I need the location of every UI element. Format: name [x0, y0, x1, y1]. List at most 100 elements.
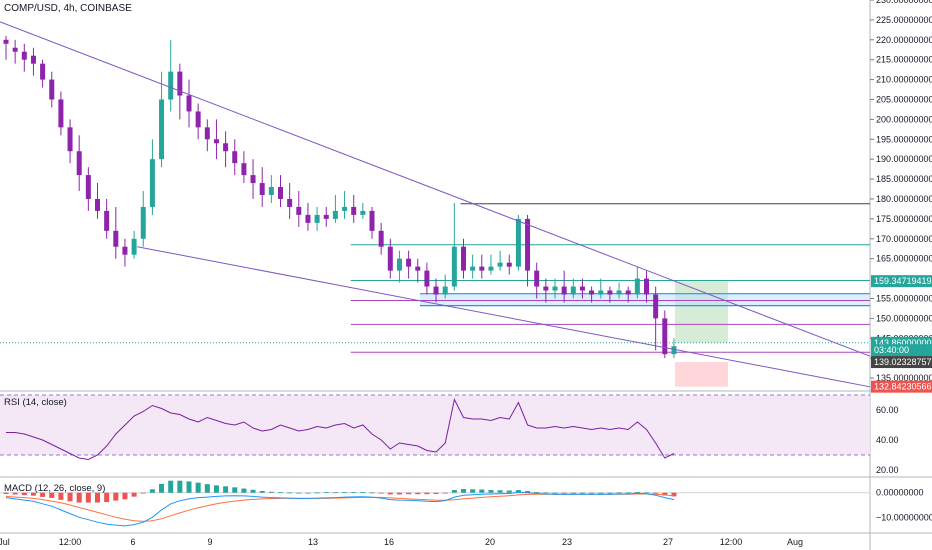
- macd-histogram-bar: [85, 492, 91, 503]
- candle-body: [644, 278, 649, 295]
- time-axis: Jul 12:00 6 9 13 16 20 23 27 12:00 Aug: [0, 537, 803, 547]
- macd-histogram-bar: [497, 490, 503, 493]
- price-tick-label: 165.00000000: [876, 254, 932, 264]
- macd-histogram-bar: [21, 492, 27, 496]
- candle-body: [515, 218, 521, 267]
- macd-histogram-bar: [131, 492, 137, 497]
- price-tag: [871, 275, 932, 288]
- position-zones: [0, 281, 870, 387]
- macd-histogram-bar: [95, 492, 100, 503]
- macd-histogram-bar: [213, 485, 219, 493]
- candle-body: [406, 258, 412, 267]
- candle-body: [95, 198, 100, 211]
- macd-histogram-bar: [49, 492, 55, 498]
- macd-histogram-bar: [662, 492, 668, 496]
- range-band: [420, 293, 870, 306]
- time-tick-label: 6: [130, 537, 135, 547]
- macd-histogram-bar: [378, 492, 384, 494]
- macd-histogram-bar: [140, 492, 146, 494]
- candle-body: [149, 159, 155, 207]
- candle-body: [213, 139, 219, 144]
- macd-histogram-bar: [625, 492, 631, 494]
- macd-tick-label: 0.00000000: [876, 488, 924, 498]
- candle-body: [49, 79, 55, 100]
- macd-histogram-bar: [76, 492, 82, 503]
- time-tick-label: 27: [663, 537, 673, 547]
- macd-histogram-bar: [387, 492, 393, 495]
- macd-line: [5, 491, 675, 527]
- macd-histogram-bar: [396, 492, 402, 495]
- price-tag-label: 03:40:00: [874, 345, 909, 355]
- price-tick-label: 195.00000000: [876, 134, 932, 144]
- candle-body: [579, 286, 585, 291]
- candle-body: [223, 143, 229, 152]
- rsi-tick-label: 20.00: [876, 465, 899, 475]
- macd-histogram-bar: [470, 489, 476, 493]
- macd-histogram-bar: [149, 489, 155, 493]
- macd-histogram-bar: [561, 492, 567, 494]
- macd-histogram-bar: [552, 492, 558, 494]
- candle-body: [552, 286, 558, 291]
- candle-body: [543, 286, 549, 291]
- candle-body: [534, 270, 540, 287]
- macd-histogram-bar: [241, 488, 247, 493]
- macd-histogram-bar: [461, 489, 466, 493]
- candle-body: [259, 183, 265, 195]
- candle-body: [278, 187, 283, 199]
- macd-histogram-bar: [30, 492, 36, 496]
- macd-histogram-bar: [259, 491, 265, 493]
- candle-body: [634, 278, 640, 295]
- price-tick-label: 180.00000000: [876, 194, 932, 204]
- candle-body: [241, 163, 247, 176]
- candle-body: [168, 71, 174, 100]
- macd-histogram-bar: [634, 491, 640, 493]
- candle-body: [424, 270, 430, 287]
- candle-body: [616, 290, 622, 295]
- price-tick-label: 135.00000000: [876, 373, 932, 383]
- candle-body: [662, 318, 668, 355]
- macd-histogram-bar: [589, 492, 595, 494]
- macd-histogram-bar: [543, 492, 549, 494]
- candle-body: [625, 290, 631, 295]
- macd-histogram-bar: [616, 492, 622, 494]
- macd-histogram-bar: [296, 492, 302, 494]
- price-tick-label: 175.00000000: [876, 214, 932, 224]
- candle-body: [378, 230, 384, 247]
- macd-histogram-bar: [479, 489, 485, 493]
- candle-body: [671, 346, 677, 355]
- macd-label: MACD (12, 26, close, 9): [4, 483, 106, 494]
- trendlines: [0, 21, 871, 388]
- candle-body: [561, 286, 567, 295]
- candle-body: [653, 294, 659, 319]
- candle-body: [433, 286, 439, 295]
- macd-histogram-bar: [598, 492, 604, 494]
- candle-body: [451, 246, 457, 287]
- price-tick-label: 170.00000000: [876, 234, 932, 244]
- macd-tick-label: −10.00000000: [876, 512, 932, 522]
- candle-body: [461, 246, 466, 271]
- price-tick-label: 150.00000000: [876, 313, 932, 323]
- macd-histogram-bar: [186, 481, 192, 493]
- candle-body: [131, 238, 137, 255]
- candle-body: [67, 127, 73, 152]
- macd-histogram-bar: [122, 492, 128, 500]
- candle-body: [140, 206, 146, 239]
- candle-body: [332, 210, 338, 219]
- candle-body: [415, 266, 421, 271]
- price-tick-label: 190.00000000: [876, 154, 932, 164]
- time-tick-label: 13: [308, 537, 318, 547]
- rsi-band: [0, 395, 870, 455]
- candle-body: [30, 55, 36, 64]
- macd-histogram-bar: [159, 483, 165, 493]
- price-axis: 230.00000000 225.00000000 220.00000000 215.…: [870, 0, 932, 383]
- macd-histogram-bar: [515, 490, 521, 493]
- candle-body: [369, 210, 375, 231]
- candle-body: [305, 214, 311, 223]
- candle-body: [497, 262, 503, 267]
- price-tag-label: 143.86000000: [874, 338, 932, 348]
- macd-histogram-bar: [644, 492, 649, 494]
- price-tag: [871, 344, 932, 357]
- candle-body: [3, 39, 9, 44]
- candle-body: [268, 187, 274, 195]
